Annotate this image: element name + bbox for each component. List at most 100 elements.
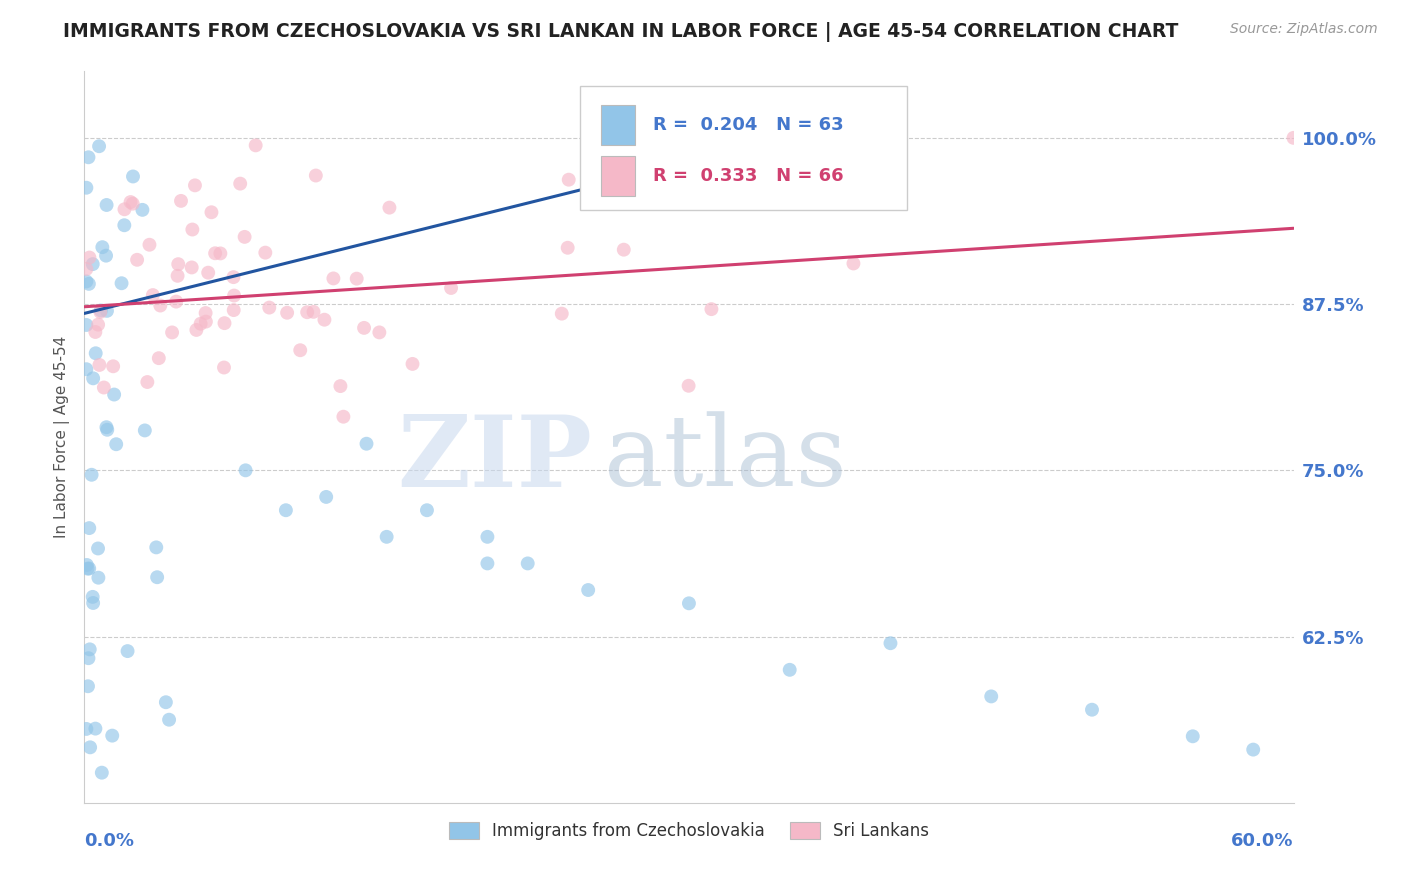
Point bbox=[89, 358, 111, 372]
Point bbox=[112, 219, 135, 233]
Point bbox=[254, 245, 277, 260]
Point bbox=[222, 270, 245, 285]
Point bbox=[84, 722, 107, 736]
Point bbox=[136, 375, 159, 389]
Point bbox=[79, 642, 101, 657]
Point bbox=[842, 256, 865, 270]
Point bbox=[700, 302, 723, 317]
Point bbox=[305, 169, 328, 183]
Point bbox=[160, 326, 183, 340]
Point bbox=[353, 321, 375, 335]
FancyBboxPatch shape bbox=[581, 86, 907, 211]
Point bbox=[401, 357, 423, 371]
Point bbox=[77, 651, 100, 665]
Point bbox=[77, 521, 100, 535]
Point bbox=[79, 251, 101, 265]
Point bbox=[1241, 742, 1264, 756]
Point bbox=[82, 596, 104, 610]
Point bbox=[138, 237, 160, 252]
Point bbox=[165, 294, 187, 309]
Point bbox=[180, 260, 202, 275]
Point bbox=[779, 663, 801, 677]
Legend: Immigrants from Czechoslovakia, Sri Lankans: Immigrants from Czechoslovakia, Sri Lank… bbox=[441, 815, 936, 847]
Point bbox=[678, 378, 700, 392]
Point bbox=[87, 571, 110, 585]
Point bbox=[122, 169, 145, 184]
Point bbox=[149, 299, 172, 313]
Point bbox=[181, 222, 204, 236]
Point bbox=[233, 230, 256, 244]
Point bbox=[75, 262, 97, 277]
Point bbox=[101, 359, 124, 374]
Point bbox=[235, 463, 257, 477]
Point bbox=[76, 558, 98, 572]
Point bbox=[96, 423, 118, 437]
Point bbox=[332, 409, 354, 424]
Point bbox=[75, 274, 97, 288]
Point bbox=[110, 277, 132, 291]
Point bbox=[75, 362, 97, 376]
Point bbox=[96, 198, 118, 212]
Point bbox=[96, 420, 118, 434]
Point bbox=[82, 371, 104, 385]
Point bbox=[186, 323, 208, 337]
Point bbox=[167, 257, 190, 271]
Point bbox=[148, 351, 170, 366]
Point bbox=[224, 288, 246, 302]
Point bbox=[80, 467, 103, 482]
Point bbox=[76, 561, 98, 575]
Point bbox=[157, 713, 180, 727]
Point bbox=[375, 530, 398, 544]
Point bbox=[77, 277, 100, 291]
Point bbox=[96, 303, 118, 318]
Point bbox=[557, 241, 579, 255]
Point bbox=[329, 379, 352, 393]
Text: atlas: atlas bbox=[605, 411, 846, 507]
Point bbox=[204, 246, 226, 260]
Point bbox=[93, 380, 115, 394]
Point bbox=[90, 303, 112, 318]
Point bbox=[194, 306, 217, 320]
Text: 0.0%: 0.0% bbox=[84, 832, 135, 850]
Point bbox=[155, 695, 177, 709]
Point bbox=[209, 246, 232, 260]
Point bbox=[315, 490, 337, 504]
Point bbox=[105, 437, 128, 451]
Point bbox=[75, 722, 97, 736]
Point bbox=[120, 195, 142, 210]
Point bbox=[94, 249, 117, 263]
FancyBboxPatch shape bbox=[600, 156, 634, 196]
Text: R =  0.333   N = 66: R = 0.333 N = 66 bbox=[652, 167, 844, 185]
Point bbox=[194, 315, 217, 329]
Text: R =  0.204   N = 63: R = 0.204 N = 63 bbox=[652, 116, 844, 134]
Point bbox=[678, 596, 700, 610]
Point bbox=[613, 243, 636, 257]
Point bbox=[576, 582, 599, 597]
Point bbox=[557, 172, 579, 186]
Point bbox=[1282, 131, 1305, 145]
Point bbox=[197, 266, 219, 280]
Point bbox=[477, 530, 499, 544]
Point bbox=[87, 541, 110, 556]
Point bbox=[127, 252, 149, 267]
Point bbox=[101, 729, 124, 743]
Point bbox=[879, 636, 901, 650]
Point bbox=[79, 740, 101, 755]
Point bbox=[89, 305, 111, 319]
Point bbox=[378, 201, 401, 215]
Point bbox=[82, 257, 104, 271]
Point bbox=[75, 318, 97, 332]
Point bbox=[131, 202, 153, 217]
Point bbox=[346, 271, 368, 285]
Point bbox=[440, 281, 463, 295]
Point bbox=[190, 317, 212, 331]
Point bbox=[90, 765, 112, 780]
Point bbox=[84, 325, 107, 339]
Point bbox=[200, 205, 222, 219]
Point bbox=[516, 557, 538, 571]
Point bbox=[121, 196, 143, 211]
Point bbox=[222, 303, 245, 318]
Point bbox=[134, 424, 156, 438]
Point bbox=[1181, 729, 1204, 743]
Point bbox=[295, 305, 318, 319]
